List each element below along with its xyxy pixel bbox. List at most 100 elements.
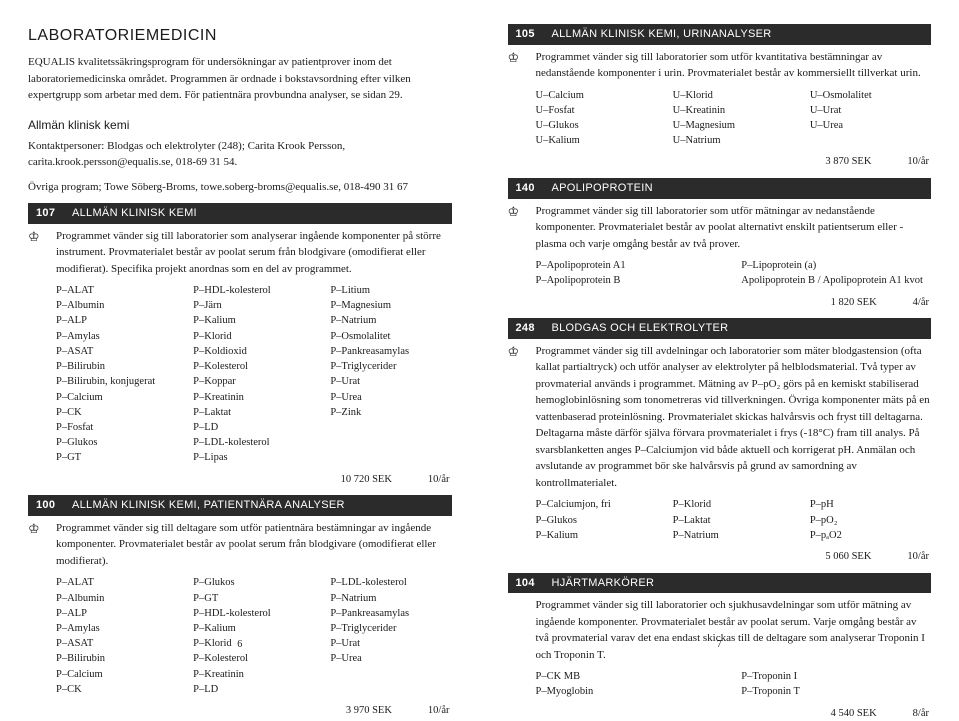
analyte-item: P–Koppar	[193, 374, 314, 389]
price: 3 970 SEK	[346, 703, 392, 719]
program-bar-140: 140 APOLIPOPROTEIN	[508, 178, 932, 199]
analyte-item: P–LDL-kolesterol	[193, 435, 314, 450]
price-row-105: 3 870 SEK 10/år	[536, 154, 932, 170]
analyte-item: P–Calciumjon, fri	[536, 497, 657, 512]
freq: 8/år	[913, 706, 929, 721]
analyte-item: P–CK MB	[536, 669, 726, 684]
analyte-item: P–Pankreasamylas	[330, 606, 451, 621]
analyte-item: P–Klorid	[673, 497, 794, 512]
analyte-item: P–Pankreasamylas	[330, 344, 451, 359]
analyte-item: P–Natrium	[330, 591, 451, 606]
analyte-grid-140: P–Apolipoprotein A1P–Apolipoprotein B P–…	[536, 258, 932, 288]
analyte-item: P–Albumin	[56, 591, 177, 606]
analyte-item: P–ALAT	[56, 575, 177, 590]
analyte-item: U–Magnesium	[673, 118, 794, 133]
analyte-item: P–Magnesium	[330, 298, 451, 313]
analyte-item: U–Kreatinin	[673, 103, 794, 118]
analyte-item: P–Natrium	[330, 313, 451, 328]
analyte-item: U–Urea	[810, 118, 931, 133]
analyte-item: P–Järn	[193, 298, 314, 313]
analyte-item: P–Koldioxid	[193, 344, 314, 359]
program-desc: Programmet vänder sig till avdelningar o…	[536, 343, 932, 492]
analyte-item: P–Kreatinin	[193, 667, 314, 682]
program-desc: Programmet vänder sig till laboratorier …	[536, 203, 932, 253]
program-body-140: ♔ Programmet vänder sig till laboratorie…	[508, 203, 932, 311]
analyte-item: U–Klorid	[673, 88, 794, 103]
program-title: ALLMÄN KLINISK KEMI, PATIENTNÄRA ANALYSE…	[72, 497, 345, 514]
price: 3 870 SEK	[825, 154, 871, 170]
analyte-item: U–Urat	[810, 103, 931, 118]
analyte-item: P–Natrium	[673, 528, 794, 543]
freq: 10/år	[907, 549, 929, 565]
analyte-item: P–Kolesterol	[193, 651, 314, 666]
analyte-item: Apolipoprotein B / Apolipoprotein A1 kvo…	[741, 273, 931, 288]
program-body-107: ♔ Programmet vänder sig till laboratorie…	[28, 228, 452, 488]
program-bar-100: 100 ALLMÄN KLINISK KEMI, PATIENTNÄRA ANA…	[28, 495, 452, 516]
price: 1 820 SEK	[831, 295, 877, 311]
analyte-item: P–Amylas	[56, 329, 177, 344]
program-bar-104: 104 HJÄRTMARKÖRER	[508, 573, 932, 594]
freq: 10/år	[428, 703, 450, 719]
program-body-100: ♔ Programmet vänder sig till deltagare s…	[28, 520, 452, 719]
analyte-item: P–Kreatinin	[193, 390, 314, 405]
program-title: BLODGAS OCH ELEKTROLYTER	[552, 320, 729, 337]
intro-text: EQUALIS kvalitetssäkringsprogram för und…	[28, 54, 452, 104]
program-desc: Programmet vänder sig till laboratorier …	[536, 49, 932, 82]
page-title: LABORATORIEMEDICIN	[28, 24, 452, 48]
analyte-item: P–Triglycerider	[330, 621, 451, 636]
crown-icon: ♔	[508, 344, 520, 359]
analyte-item: P–Calcium	[56, 390, 177, 405]
analyte-grid-100: P–ALATP–AlbuminP–ALPP–AmylasP–ASATP–Bili…	[56, 575, 452, 697]
program-code: 100	[36, 497, 72, 514]
analyte-item: P–Apolipoprotein A1	[536, 258, 726, 273]
contact-line-2: Övriga program; Towe Söberg-Broms, towe.…	[28, 179, 452, 196]
page-right: 105 ALLMÄN KLINISK KEMI, URINANALYSER ♔ …	[480, 0, 959, 664]
program-body-104: Programmet vänder sig till laboratorier …	[508, 597, 932, 721]
analyte-item: P–pH	[810, 497, 931, 512]
analyte-item: P–GT	[56, 450, 177, 465]
analyte-item: U–Fosfat	[536, 103, 657, 118]
analyte-item: P–ALP	[56, 606, 177, 621]
program-code: 104	[516, 575, 552, 592]
crown-icon: ♔	[28, 229, 40, 244]
analyte-grid-248: P–Calciumjon, friP–GlukosP–Kalium P–Klor…	[536, 497, 932, 543]
analyte-item: U–Natrium	[673, 133, 794, 148]
analyte-item: P–Osmolalitet	[330, 329, 451, 344]
program-code: 105	[516, 26, 552, 43]
crown-icon: ♔	[28, 521, 40, 536]
analyte-item: P–HDL-kolesterol	[193, 606, 314, 621]
program-body-105: ♔ Programmet vänder sig till laboratorie…	[508, 49, 932, 171]
analyte-item: P–Urea	[330, 390, 451, 405]
analyte-item: P–Amylas	[56, 621, 177, 636]
analyte-item: P–Bilirubin, konjugerat	[56, 374, 177, 389]
analyte-item: P–Laktat	[193, 405, 314, 420]
analyte-item: P–Calcium	[56, 667, 177, 682]
page-number: 7	[717, 637, 722, 652]
analyte-item: P–CK	[56, 405, 177, 420]
analyte-item: P–Glukos	[536, 513, 657, 528]
price: 5 060 SEK	[825, 549, 871, 565]
analyte-item: P–Lipas	[193, 450, 314, 465]
program-body-248: ♔ Programmet vänder sig till avdelningar…	[508, 343, 932, 565]
analyte-item: P–Glukos	[56, 435, 177, 450]
analyte-item: P–Bilirubin	[56, 651, 177, 666]
analyte-item: P–Apolipoprotein B	[536, 273, 726, 288]
program-code: 140	[516, 180, 552, 197]
analyte-item: P–ALP	[56, 313, 177, 328]
analyte-item: P–Laktat	[673, 513, 794, 528]
program-title: APOLIPOPROTEIN	[552, 180, 653, 197]
program-bar-248: 248 BLODGAS OCH ELEKTROLYTER	[508, 318, 932, 339]
price-row-100: 3 970 SEK 10/år	[56, 703, 452, 719]
analyte-item: P–Kolesterol	[193, 359, 314, 374]
price-row-107: 10 720 SEK 10/år	[56, 472, 452, 488]
analyte-item: P–HDL-kolesterol	[193, 283, 314, 298]
analyte-item: P–CK	[56, 682, 177, 697]
freq: 10/år	[907, 154, 929, 170]
analyte-item: U–Osmolalitet	[810, 88, 931, 103]
price-row-248: 5 060 SEK 10/år	[536, 549, 932, 565]
analyte-item: P–Kalium	[536, 528, 657, 543]
analyte-item: P–Zink	[330, 405, 451, 420]
analyte-item: P–Urea	[330, 651, 451, 666]
page-left: LABORATORIEMEDICIN EQUALIS kvalitetssäkr…	[0, 0, 480, 664]
analyte-item: P–Fosfat	[56, 420, 177, 435]
